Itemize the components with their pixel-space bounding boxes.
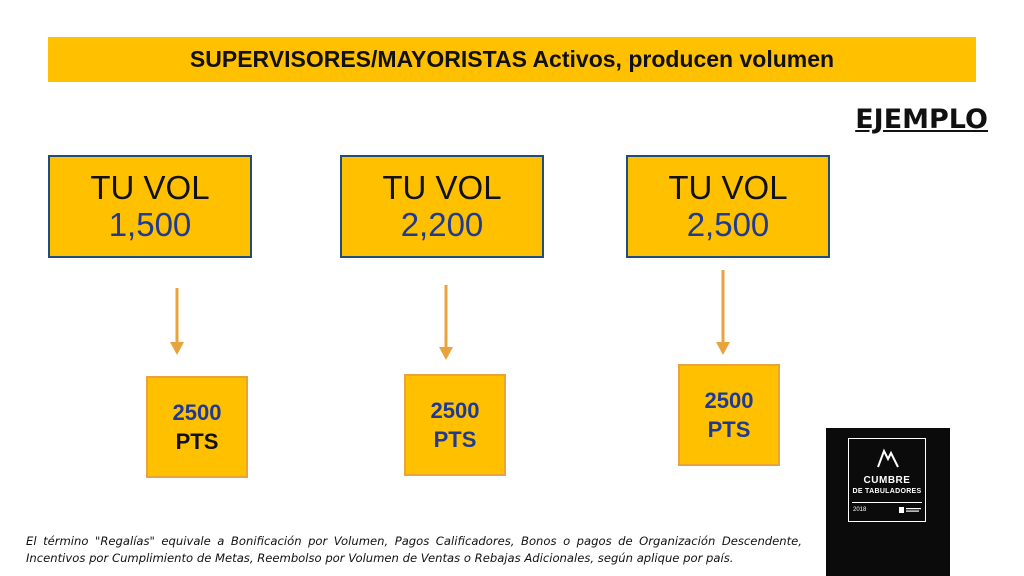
- points-unit: PTS: [433, 427, 477, 452]
- volume-box-2: TU VOL 2,200: [340, 155, 544, 258]
- title-banner: SUPERVISORES/MAYORISTAS Activos, produce…: [48, 37, 976, 82]
- mountain-icon: [877, 448, 899, 468]
- down-arrow-icon: [439, 285, 453, 360]
- banner-title: SUPERVISORES/MAYORISTAS Activos, produce…: [189, 46, 835, 72]
- volume-value: 1,500: [108, 205, 192, 243]
- points-unit: PTS: [175, 429, 219, 454]
- points-box-3: 2500 PTS: [678, 364, 780, 466]
- volume-box-3: TU VOL 2,500: [626, 155, 830, 258]
- volume-label: TU VOL: [90, 168, 210, 206]
- points-unit: PTS: [707, 417, 751, 442]
- logo-line1: CUMBRE: [863, 475, 911, 486]
- footnote: El término "Regalías" equivale a Bonific…: [26, 534, 802, 565]
- logo-divider: [852, 502, 922, 503]
- points-value: 2500: [704, 387, 754, 413]
- cumbre-logo: CUMBRE DE TABULADORES 2018: [826, 428, 950, 576]
- volume-value: 2,200: [400, 205, 484, 243]
- points-box-1: 2500 PTS: [146, 376, 248, 478]
- down-arrow-icon: [170, 288, 184, 355]
- volume-box-1: TU VOL 1,500: [48, 155, 252, 258]
- brand-mark-icon: [899, 507, 921, 513]
- logo-year: 2018: [853, 507, 867, 513]
- points-box-2: 2500 PTS: [404, 374, 506, 476]
- down-arrow-icon: [716, 270, 730, 355]
- volume-label: TU VOL: [668, 168, 788, 206]
- volume-label: TU VOL: [382, 168, 502, 206]
- points-value: 2500: [172, 399, 222, 425]
- logo-frame: CUMBRE DE TABULADORES 2018: [848, 438, 926, 522]
- points-value: 2500: [430, 397, 480, 423]
- example-label: EJEMPLO: [855, 104, 988, 135]
- logo-line2: DE TABULADORES: [852, 488, 922, 495]
- volume-value: 2,500: [686, 205, 770, 243]
